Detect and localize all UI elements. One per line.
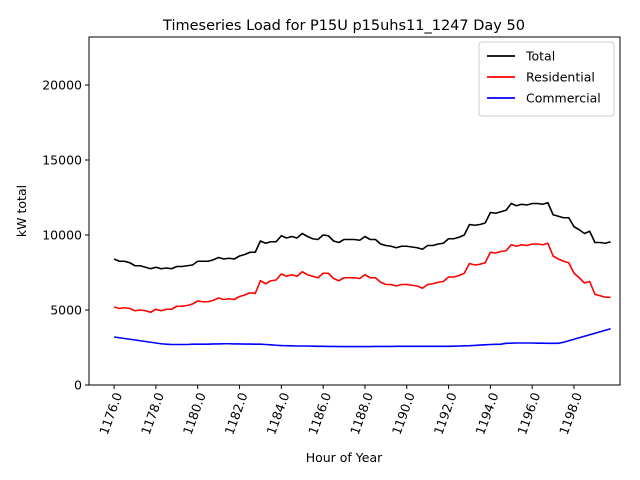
y-tick-label: 15000 [42,153,82,168]
series-line-residential [113,242,611,314]
y-tick-label: 10000 [42,228,82,243]
y-tick-label: 5000 [50,303,82,318]
y-tick-label: 0 [74,378,82,393]
y-axis-label: kW total [14,185,29,237]
series-line-total [113,201,611,270]
legend-label-total: Total [525,49,555,64]
chart-title: Timeseries Load for P15U p15uhs11_1247 D… [162,18,525,34]
legend-label-commercial: Commercial [526,91,601,106]
legend: Total Residential Commercial [478,41,615,117]
legend-label-residential: Residential [526,70,595,85]
series-layer [113,201,611,348]
legend-entries: Total Residential Commercial [487,49,601,106]
y-axis: 0 5000 10000 15000 20000 [42,78,89,393]
x-axis-label: Hour of Year [306,450,383,465]
series-line-commercial [113,327,611,348]
plot-frame [88,36,621,386]
y-tick-label: 20000 [42,78,82,93]
